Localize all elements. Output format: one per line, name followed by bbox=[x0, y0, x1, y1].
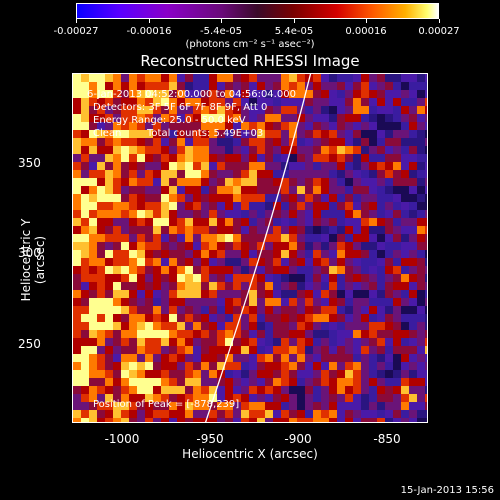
info-peak-position: Position of Peak = [-878,239] bbox=[93, 399, 240, 410]
image-title: Reconstructed RHESSI Image bbox=[140, 52, 360, 70]
x-tick-label: -1000 bbox=[104, 432, 140, 446]
info-time-range: 6-Jan-2013 04:52:00.000 to 04:56:04.000 bbox=[87, 89, 296, 100]
colorbar-tick-label: 5.4e-05 bbox=[274, 26, 314, 37]
colorbar-tick-label: 0.00016 bbox=[345, 26, 387, 37]
x-axis-label: Heliocentric X (arcsec) bbox=[182, 447, 318, 461]
y-tick-label: 250 bbox=[18, 337, 41, 351]
info-method: Clean bbox=[93, 128, 122, 139]
solar-limb-curve bbox=[204, 74, 312, 422]
colorbar-tick-label: -0.00027 bbox=[53, 26, 99, 37]
colorbar-units: (photons cm⁻² s⁻¹ asec⁻²) bbox=[185, 39, 315, 50]
heatmap-pixels bbox=[73, 74, 427, 422]
info-energy-range: Energy Range: 25.0 - 50.0 keV bbox=[93, 115, 246, 126]
colorbar-tick-label: 0.00027 bbox=[418, 26, 460, 37]
colorbar-tick-mark bbox=[439, 19, 440, 23]
y-tick-label: 350 bbox=[18, 156, 41, 170]
y-tick-label: 300 bbox=[18, 246, 41, 260]
y-axis-label: Heliocentric Y (arcsec) bbox=[19, 218, 47, 302]
colorbar-tick-mark bbox=[294, 19, 295, 23]
colorbar bbox=[76, 3, 439, 19]
info-total-counts: Total counts: 5.49E+03 bbox=[147, 128, 264, 139]
colorbar-tick-label: -5.4e-05 bbox=[200, 26, 242, 37]
colorbar-tick-mark bbox=[149, 19, 150, 23]
image-plot: 6-Jan-2013 04:52:00.000 to 04:56:04.000 … bbox=[72, 73, 428, 423]
info-detectors: Detectors: 3F 5F 6F 7F 8F 9F, Att 0 bbox=[93, 102, 268, 113]
x-tick-label: -850 bbox=[373, 432, 401, 446]
colorbar-tick-label: -0.00016 bbox=[126, 26, 172, 37]
plot-date: 15-Jan-2013 15:56 bbox=[400, 485, 494, 496]
x-tick-label: -950 bbox=[196, 432, 224, 446]
colorbar-tick-mark bbox=[221, 19, 222, 23]
colorbar-tick-mark bbox=[76, 19, 77, 23]
colorbar-tick-mark bbox=[366, 19, 367, 23]
x-tick-label: -900 bbox=[284, 432, 312, 446]
